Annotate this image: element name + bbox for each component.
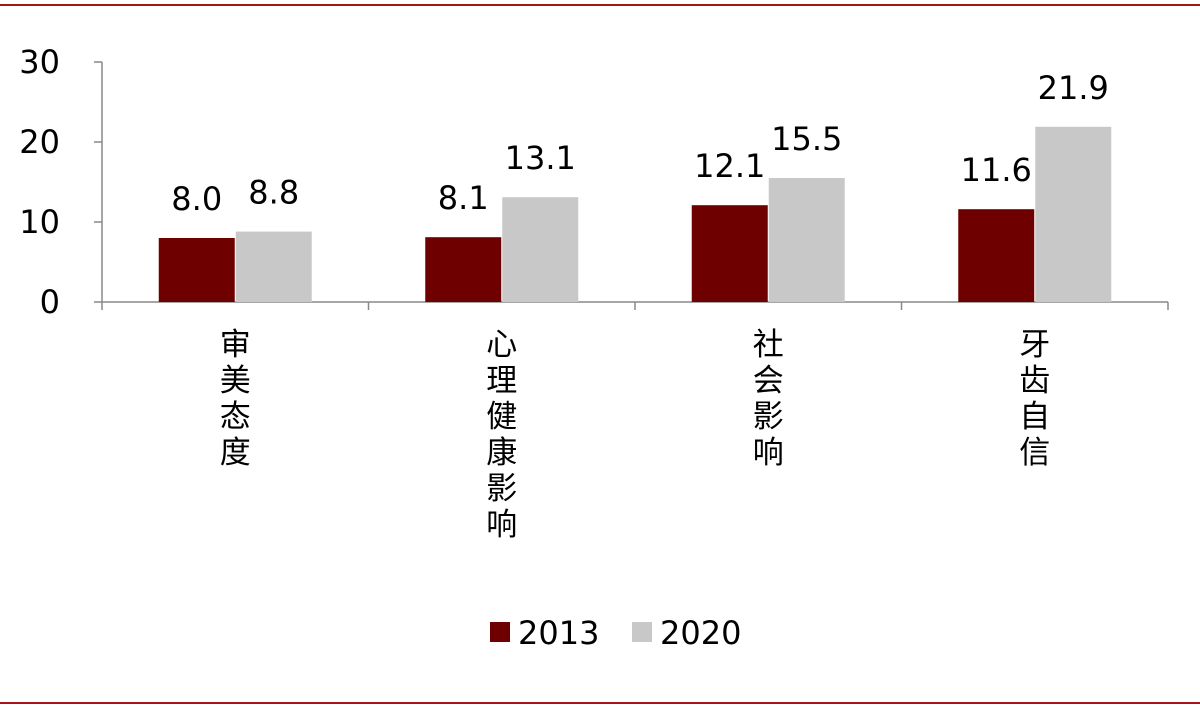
- top-rule: [0, 4, 1200, 6]
- category-label-char: 信: [1019, 435, 1050, 471]
- category-label-char: 康: [486, 435, 517, 471]
- category-label-char: 健: [486, 399, 517, 435]
- bar-2013: [425, 237, 502, 302]
- bar-2020: [768, 178, 845, 302]
- y-tick-label: 30: [19, 43, 60, 81]
- category-label-char: 理: [486, 363, 517, 399]
- legend-swatch-2013: [490, 622, 510, 642]
- bar-2020: [502, 197, 579, 302]
- category-label-char: 影: [753, 399, 784, 435]
- bar-2013: [158, 238, 235, 302]
- category-label-char: 会: [753, 363, 784, 399]
- data-label: 11.6: [961, 151, 1032, 189]
- data-label: 15.5: [771, 120, 842, 158]
- data-label: 13.1: [505, 139, 576, 177]
- y-tick-label: 0: [40, 283, 60, 321]
- bar-2020: [235, 231, 312, 302]
- data-label: 12.1: [694, 147, 765, 185]
- category-label-char: 响: [486, 507, 517, 543]
- bottom-rule: [0, 702, 1200, 704]
- bar-2020: [1035, 126, 1112, 302]
- data-label: 8.1: [438, 179, 489, 217]
- legend-label: 2020: [660, 614, 741, 652]
- category-label-char: 自: [1019, 399, 1050, 435]
- data-label: 21.9: [1038, 69, 1109, 107]
- data-label: 8.8: [248, 174, 299, 212]
- category-label-char: 审: [220, 327, 251, 363]
- category-label-char: 响: [753, 435, 784, 471]
- legend-label: 2013: [518, 614, 599, 652]
- category-label-char: 影: [486, 471, 517, 507]
- bar-2013: [691, 205, 768, 302]
- category-label-char: 度: [220, 435, 251, 471]
- bar-2013: [958, 209, 1035, 302]
- y-tick-label: 10: [19, 203, 60, 241]
- category-label-char: 美: [220, 363, 251, 399]
- data-label: 8.0: [171, 180, 222, 218]
- category-label-char: 态: [220, 399, 251, 435]
- category-label-char: 社: [753, 327, 784, 363]
- y-tick-label: 20: [19, 123, 60, 161]
- category-label-char: 心: [486, 327, 517, 363]
- legend-swatch-2020: [632, 622, 652, 642]
- category-label-char: 牙: [1019, 327, 1050, 363]
- category-label-char: 齿: [1019, 363, 1050, 399]
